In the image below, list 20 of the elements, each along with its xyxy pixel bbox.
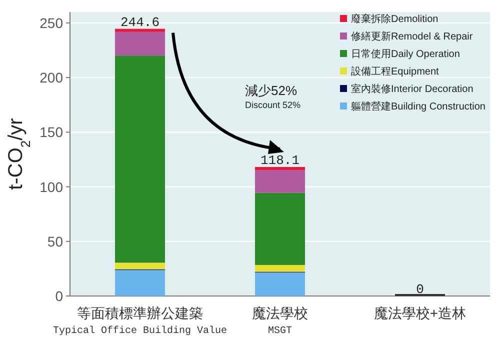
legend-label: 廢棄拆除Demolition <box>351 13 438 25</box>
total-label: 118.1 <box>260 153 300 168</box>
y-tick-label: 50 <box>47 233 64 250</box>
total-label: 0 <box>416 282 424 297</box>
x-tick-label: 等面積標準辦公建築 Typical Office Building Value <box>52 305 228 337</box>
x-tick-label: 魔法學校+造林 <box>374 305 466 321</box>
y-tick-label: 150 <box>40 124 64 140</box>
legend-label: 室內裝修Interior Decoration <box>351 83 474 95</box>
legend-label: 日常使用Daily Operation <box>351 48 460 60</box>
x-tick-label: 魔法學校 MSGT <box>252 305 308 337</box>
y-tick-label: 100 <box>40 178 64 195</box>
annotation: Discount 52% <box>245 100 301 110</box>
legend-label: 設備工程Equipment <box>351 66 440 78</box>
legend-label: 軀體營建Building Construction <box>351 100 486 112</box>
y-tick-label: 250 <box>40 14 64 31</box>
annotation: 減少52% <box>245 83 298 98</box>
y-tick-label: 200 <box>40 70 64 86</box>
y-tick-label: 0 <box>55 288 64 304</box>
legend-label: 修繕更新Remodel & Repair <box>351 30 474 42</box>
total-label: 244.6 <box>120 14 160 30</box>
